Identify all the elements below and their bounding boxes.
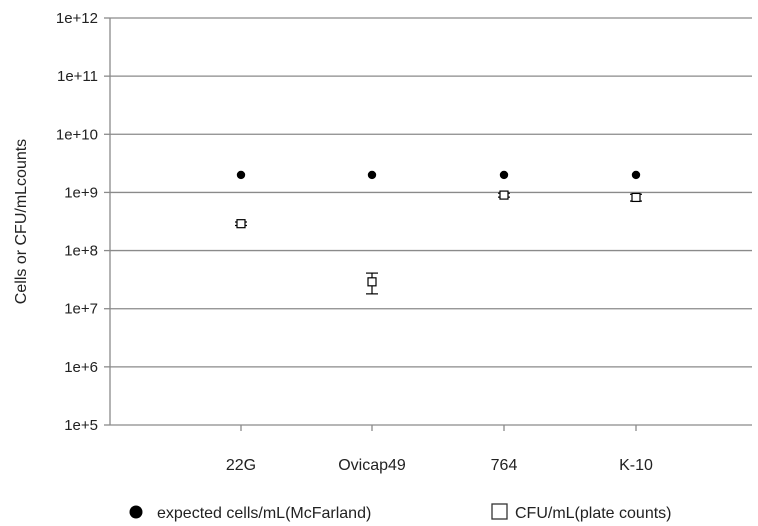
y-tick-label: 1e+12	[56, 10, 98, 27]
y-axis-title: Cells or CFU/mLcounts	[13, 139, 30, 304]
data-marks	[235, 170, 642, 295]
expected-point	[367, 170, 377, 180]
y-tick-label: 1e+5	[64, 417, 98, 434]
x-tick-label: 22G	[226, 457, 256, 474]
legend-label-cfu: CFU/mL(plate counts)	[515, 505, 672, 522]
y-tick-label: 1e+7	[64, 301, 98, 318]
gridlines	[110, 17, 752, 368]
axes	[104, 17, 752, 431]
y-tick-label: 1e+10	[56, 126, 98, 143]
legend-marker-cfu	[491, 503, 508, 520]
cfu-point	[631, 192, 641, 203]
y-tick-label: 1e+9	[64, 184, 98, 201]
y-tick-label: 1e+6	[64, 359, 98, 376]
expected-point	[236, 170, 246, 180]
x-tick-label: 764	[491, 457, 518, 474]
x-tick-label: Ovicap49	[338, 457, 406, 474]
cfu-point	[367, 277, 377, 287]
cfu-point	[499, 190, 509, 200]
y-tick-label: 1e+8	[64, 243, 98, 260]
expected-point	[499, 170, 509, 180]
legend-marker-expected	[129, 505, 143, 519]
x-tick-label: K-10	[619, 457, 653, 474]
y-tick-label: 1e+11	[57, 68, 98, 85]
expected-point	[631, 170, 641, 180]
legend-label-expected: expected cells/mL(McFarland)	[157, 505, 371, 522]
x-tick-labels: 22G Ovicap49 764 K-10	[226, 457, 653, 474]
legend: expected cells/mL(McFarland) CFU/mL(plate…	[129, 503, 672, 522]
cfu-point	[236, 219, 246, 229]
y-tick-labels: 1e+5 1e+6 1e+7 1e+8 1e+9 1e+10 1e+11 1e+12	[56, 10, 98, 434]
